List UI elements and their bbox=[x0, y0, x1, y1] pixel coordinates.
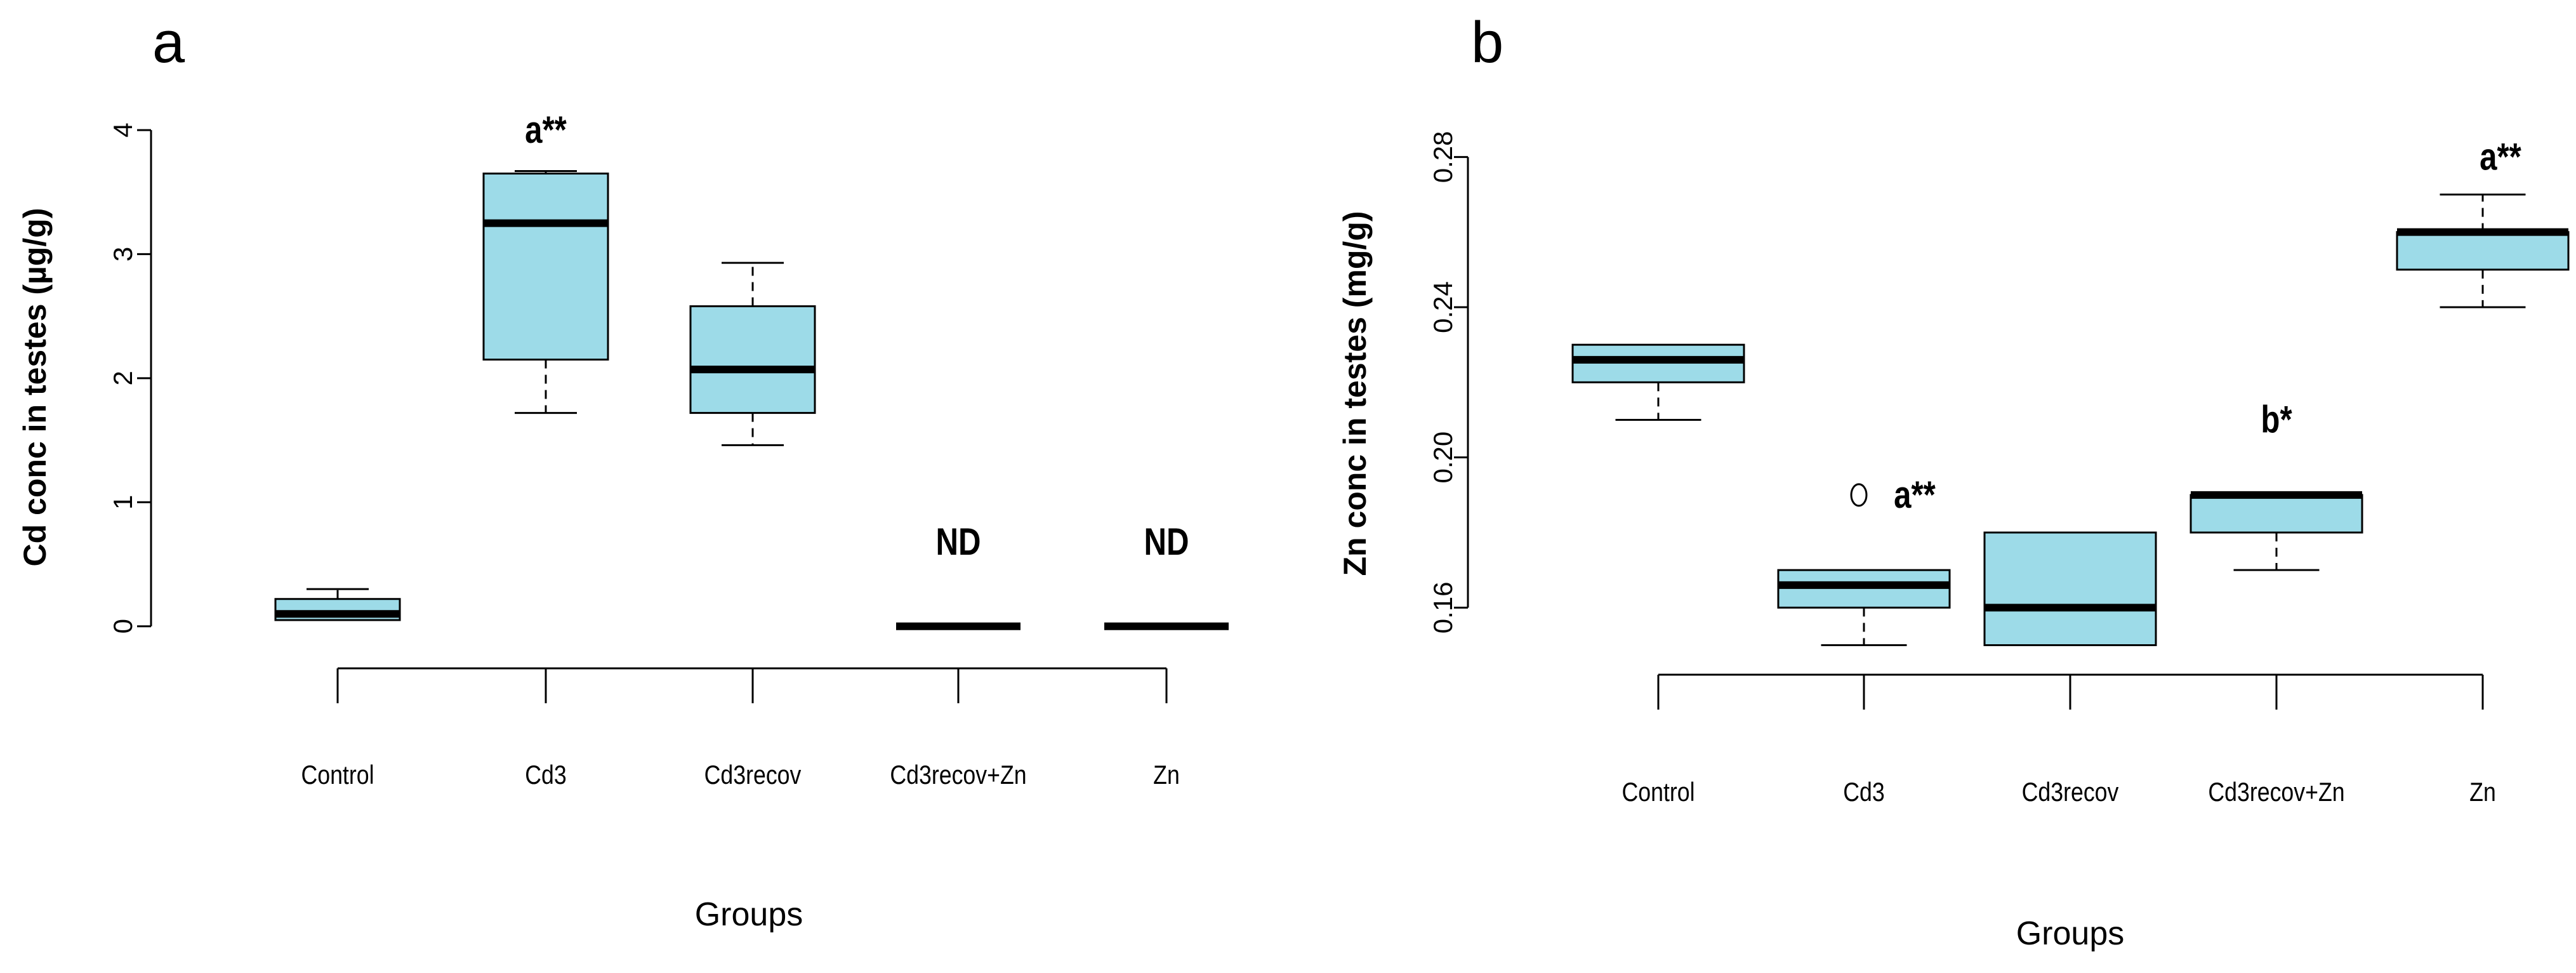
box-iqr bbox=[2396, 231, 2570, 271]
panel-a-y-tick-label: 2 bbox=[108, 371, 138, 385]
panel-b-y-tick-label: 0.24 bbox=[1428, 281, 1458, 333]
panel-b-outlier-point bbox=[1850, 483, 1868, 507]
panel-a-box-cd3 bbox=[482, 169, 609, 414]
box-iqr bbox=[482, 172, 609, 361]
panel-b-category-label: Cd3 bbox=[1843, 778, 1884, 807]
panel-b-box-zn bbox=[2396, 194, 2570, 308]
panel-b-letter: b bbox=[1471, 10, 1503, 75]
panel-b: b Zn conc in testes (mg/g) Groups 0.160.… bbox=[1337, 10, 2570, 952]
panel-b-category-label: Zn bbox=[2469, 778, 2496, 807]
box-iqr bbox=[1983, 531, 2157, 646]
panel-a-box-control bbox=[274, 588, 401, 621]
panel-a-category-label: Control bbox=[301, 760, 374, 790]
panel-b-x-axis-title: Groups bbox=[2016, 915, 2125, 952]
panel-b-box-cd3recov bbox=[1983, 531, 2157, 646]
panel-b-y-tick-label: 0.20 bbox=[1428, 432, 1458, 484]
panel-a-annotation: a** bbox=[525, 108, 567, 151]
panel-a-plot: 0 1 2 3 4 Control Cd3 Cd3recov Cd3recov+Zn Zn a** N… bbox=[108, 108, 1229, 790]
panel-b-category-label: Cd3recov bbox=[2022, 778, 2119, 807]
panel-b-box-control bbox=[1571, 343, 1745, 421]
panel-a-y-tick-label: 0 bbox=[108, 619, 138, 633]
panel-a-y-tick-label: 3 bbox=[108, 247, 138, 261]
panel-b-annotation: a** bbox=[2480, 135, 2521, 178]
panel-a-category-label: Cd3recov bbox=[704, 760, 802, 790]
panel-a-category-label: Zn bbox=[1153, 760, 1180, 790]
panel-a-y-tick-label: 1 bbox=[108, 495, 138, 510]
panel-a-category-label: Cd3recov+Zn bbox=[890, 760, 1026, 790]
panel-a: a Cd conc in testes (µg/g) Groups 0 1 2 3 4 C… bbox=[17, 10, 1229, 933]
panel-b-category-label: Control bbox=[1622, 778, 1694, 807]
panel-b-annotation: a** bbox=[1894, 473, 1936, 516]
panel-a-y-tick-label: 4 bbox=[108, 122, 138, 137]
box-iqr bbox=[2190, 494, 2363, 534]
panel-a-box-cd3recov bbox=[689, 261, 816, 446]
panel-b-y-tick-label: 0.16 bbox=[1428, 581, 1458, 633]
panel-b-category-label: Cd3recov+Zn bbox=[2208, 778, 2344, 807]
panel-b-box-cd3 bbox=[1777, 569, 1951, 646]
panel-b-plot: 0.16 0.20 0.24 0.28 Control Cd3 Cd3recov Cd3rec… bbox=[1428, 131, 2570, 807]
panel-b-box-cd3recov-zn bbox=[2190, 491, 2363, 571]
box-iqr bbox=[689, 305, 816, 414]
panel-a-annotation: ND bbox=[1144, 520, 1189, 563]
panel-b-annotation: b* bbox=[2261, 398, 2292, 441]
panel-a-x-axis-title: Groups bbox=[695, 896, 803, 933]
panel-a-y-axis-title: Cd conc in testes (µg/g) bbox=[17, 208, 53, 567]
panel-b-y-tick-label: 0.28 bbox=[1428, 131, 1458, 183]
panel-a-letter: a bbox=[152, 10, 185, 75]
panel-a-category-label: Cd3 bbox=[525, 760, 566, 790]
panel-a-annotation: ND bbox=[935, 520, 981, 563]
panel-b-y-axis-title: Zn conc in testes (mg/g) bbox=[1337, 211, 1373, 576]
